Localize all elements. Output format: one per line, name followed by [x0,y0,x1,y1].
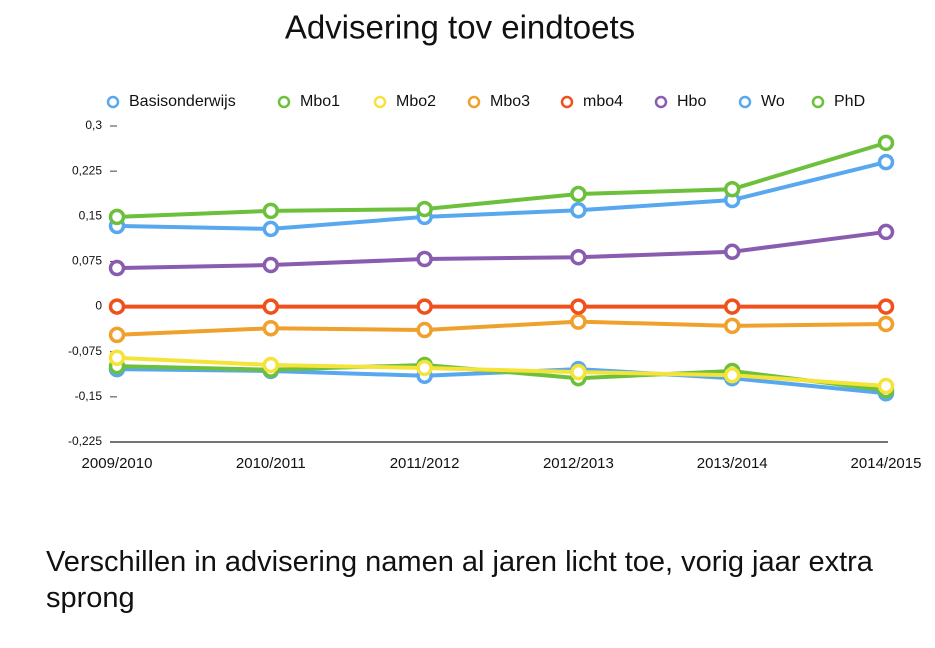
data-point [723,298,741,315]
data-point [570,313,587,330]
data-point [262,220,280,238]
data-point [877,153,895,171]
legend-label: PhD [834,93,865,110]
data-point [416,298,433,315]
legend-label: Mbo2 [396,93,436,110]
legend-label: Basisonderwijs [129,93,236,110]
y-tick-label: 0 [95,299,102,313]
data-point [877,315,895,333]
chart: Advisering tov eindtoets 0,3 0,225 0,15 0,0… [68,9,922,472]
y-tick-label: -0,15 [75,389,103,403]
legend-label: mbo4 [583,93,623,110]
legend-label: Wo [761,93,785,110]
legend-marker [373,95,387,109]
series-line [116,319,887,337]
data-point [877,298,895,315]
data-point [570,363,587,381]
legend-marker [106,95,120,109]
data-point [262,319,280,337]
chart-title: Advisering tov eindtoets [285,9,635,46]
x-tick-label: 2010/2011 [236,455,306,472]
data-point [877,134,895,152]
y-tick-label: -0,075 [68,344,102,358]
data-point [416,359,433,377]
legend-marker [654,95,668,109]
data-point [723,317,741,335]
data-point [108,259,126,277]
data-point [108,326,126,344]
legend-marker [277,95,291,109]
x-tick-label: 2011/2012 [390,455,460,472]
data-point [262,356,280,374]
legend-label: Mbo3 [490,93,530,110]
legend-label: Mbo1 [300,93,340,110]
y-tick-label: 0,15 [79,208,103,222]
legend-marker [467,95,481,109]
subtitle: Verschillen in advisering namen al jaren… [46,546,873,614]
data-point [416,250,433,268]
y-tick-label: 0,225 [72,163,102,177]
legend-marker [738,95,752,109]
data-point [262,256,280,274]
legend-label: Hbo [677,93,706,110]
data-point [723,366,741,384]
data-point [108,208,126,226]
x-tick-label: 2012/2013 [543,455,614,472]
x-tick-label: 2009/2010 [82,455,153,472]
x-tick-label: 2014/2015 [851,455,922,472]
y-tick-label: 0,075 [72,254,102,268]
series-line [116,229,887,271]
y-tick-label: 0,3 [85,118,102,132]
series-line [116,355,887,389]
data-point [570,298,587,315]
data-point [723,180,741,198]
x-tick-label: 2013/2014 [697,455,768,472]
data-point [416,321,433,339]
data-point [877,377,895,395]
legend-marker [560,95,574,109]
data-point [570,185,587,203]
data-point [262,298,280,315]
data-point [108,349,126,366]
data-point [570,248,587,266]
y-tick-label: -0,225 [68,434,102,448]
data-point [416,200,433,218]
data-point [723,243,741,261]
data-point [570,202,587,219]
legend-marker [811,95,825,109]
data-point [877,223,895,241]
data-point [262,202,280,220]
data-point [108,298,126,315]
series-line [116,160,887,231]
series-line [116,140,887,219]
